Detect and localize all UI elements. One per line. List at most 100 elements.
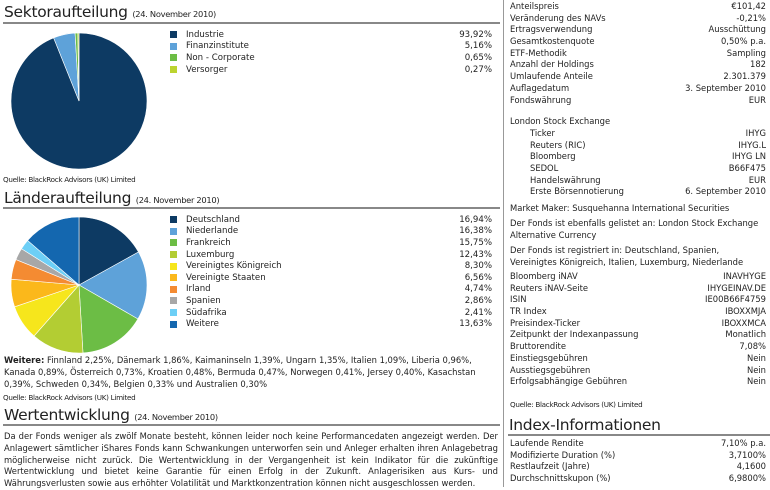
legend-label: Deutschland	[186, 214, 240, 225]
legend-value: 2,86%	[464, 295, 492, 306]
legend-item: Finanzinstitute 5,16%	[170, 41, 492, 53]
detail-label: Umlaufende Anteile	[510, 71, 593, 82]
legend-swatch	[170, 320, 177, 328]
inav-details: Bloomberg iNAV INAVHYGE Reuters iNAV-Seite…	[510, 271, 766, 388]
detail-label: Zeitpunkt der Indexanpassung	[510, 329, 639, 340]
detail-label: TR Index	[510, 306, 547, 317]
detail-label: Ertragsverwendung	[510, 24, 593, 35]
detail-label: Handelswährung	[530, 174, 601, 185]
exchange-name: London Stock Exchange	[510, 116, 611, 126]
legend-item: Vereinigtes Königreich 8,30%	[170, 260, 492, 272]
legend-item: Irland 4,74%	[170, 284, 492, 296]
pie-slice-weitere	[27, 216, 80, 286]
detail-row: Umlaufende Anteile 2.301.379	[510, 71, 766, 83]
source-note: Quelle: BlackRock Advisors (UK) Limited	[3, 393, 136, 402]
detail-value: Nein	[746, 364, 766, 375]
legend-item: Luxemburg 12,43%	[170, 249, 492, 261]
detail-row: Reuters iNAV-Seite IHYGEINAV.DE	[510, 283, 766, 295]
detail-label: ETF-Methodik	[510, 47, 567, 58]
detail-value: INAVHYGE	[723, 271, 766, 281]
detail-label: Bruttorendite	[510, 341, 566, 352]
legend-label: Frankreich	[186, 237, 231, 248]
detail-row: Zeitpunkt der Indexanpassung Monatlich	[510, 329, 766, 341]
detail-label: Gesamtkostenquote	[510, 36, 595, 47]
detail-row: Bloomberg IHYG LN	[510, 151, 766, 163]
detail-value: Sampling	[726, 47, 766, 58]
legend-item: Spanien 2,86%	[170, 295, 492, 307]
detail-label: Fondswährung	[510, 94, 572, 105]
detail-label: Bloomberg	[530, 151, 576, 162]
wert-heading: Wertentwicklung (24. November 2010)	[4, 406, 218, 424]
detail-value: IHYG.L	[738, 139, 766, 150]
legend-label: Industrie	[186, 29, 224, 40]
laender-legend: Deutschland 16,94% Niederlande 16,38% Frankr…	[170, 214, 492, 330]
detail-value: 6,9800%	[728, 473, 766, 484]
detail-value: Monatlich	[725, 329, 766, 340]
legend-value: 15,75%	[459, 237, 492, 248]
detail-value: Nein	[746, 376, 766, 387]
also-listed: Der Fonds ist ebenfalls gelistet an: Lon…	[510, 218, 759, 240]
exchange-details: Ticker IHYG Reuters (RIC) IHYG.L Bloomberg IH…	[510, 128, 766, 198]
legend-value: 4,74%	[464, 284, 492, 295]
source-note: Quelle: BlackRock Advisors (UK) Limited	[3, 175, 136, 184]
detail-label: Preisindex-Ticker	[510, 317, 581, 328]
detail-row: Restlaufzeit (Jahre) 4,1600	[510, 461, 766, 473]
detail-row: Durchschnittskupon (%) 6,9800%	[510, 473, 766, 485]
legend-item: Industrie 93,92%	[170, 29, 492, 41]
legend-label: Non - Corporate	[186, 52, 255, 63]
legend-swatch	[170, 262, 177, 270]
detail-value: 0,50% p.a.	[720, 36, 766, 47]
fund-details: Anteilspreis €101,42 Veränderung des NAVs -…	[510, 1, 766, 106]
detail-label: Reuters (RIC)	[530, 139, 586, 150]
detail-value: -0,21%	[736, 12, 766, 23]
detail-value: Nein	[746, 352, 766, 363]
detail-value: B66F475	[728, 163, 766, 174]
detail-label: Ausstiegsgebühren	[510, 364, 591, 375]
legend-item: Deutschland 16,94%	[170, 214, 492, 226]
sektor-legend: Industrie 93,92% Finanzinstitute 5,16% Non -…	[170, 29, 492, 75]
legend-label: Weitere	[186, 319, 219, 330]
legend-label: Vereinigtes Königreich	[186, 261, 282, 272]
legend-value: 93,92%	[459, 29, 492, 40]
detail-row: Reuters (RIC) IHYG.L	[510, 140, 766, 152]
detail-row: SEDOL B66F475	[510, 163, 766, 175]
detail-label: SEDOL	[530, 163, 559, 174]
divider	[3, 207, 500, 209]
detail-row: ISIN IE00B66F4759	[510, 294, 766, 306]
detail-row: Erste Börsennotierung 6. September 2010	[510, 186, 766, 198]
legend-item: Versorger 0,27%	[170, 64, 492, 76]
detail-value: 3,7100%	[728, 449, 766, 460]
pie-slice-versorger	[77, 32, 80, 102]
legend-swatch	[170, 274, 177, 282]
registered-countries: Der Fonds ist registriert in: Deutschlan…	[510, 245, 744, 267]
market-maker: Market Maker: Susquehanna International …	[510, 203, 730, 213]
detail-row: Modifizierte Duration (%) 3,7100%	[510, 450, 766, 462]
detail-value: IHYG LN	[732, 151, 766, 162]
detail-value: 7,10% p.a.	[720, 438, 766, 448]
legend-swatch	[170, 42, 177, 50]
legend-item: Niederlande 16,38%	[170, 226, 492, 238]
detail-value: IBOXXMCA	[721, 317, 766, 328]
detail-row: Bruttorendite 7,08%	[510, 341, 766, 353]
detail-label: Restlaufzeit (Jahre)	[510, 461, 590, 472]
legend-value: 6,56%	[464, 272, 492, 283]
detail-label: Erste Börsennotierung	[530, 186, 624, 197]
legend-item: Südafrika 2,41%	[170, 307, 492, 319]
legend-value: 16,94%	[459, 214, 492, 225]
legend-item: Non - Corporate 0,65%	[170, 52, 492, 64]
legend-value: 5,16%	[464, 41, 492, 52]
detail-row: Erfolgsabhängige Gebühren Nein	[510, 376, 766, 388]
detail-label: Anteilspreis	[510, 1, 559, 11]
detail-row: Ticker IHYG	[510, 128, 766, 140]
legend-label: Spanien	[186, 295, 221, 306]
column-divider	[503, 0, 504, 487]
legend-swatch	[170, 239, 177, 247]
index-details: Laufende Rendite 7,10% p.a. Modifizierte D…	[510, 438, 766, 485]
detail-row: Ertragsverwendung Ausschüttung	[510, 24, 766, 36]
detail-row: Laufende Rendite 7,10% p.a.	[510, 438, 766, 450]
legend-swatch	[170, 66, 177, 74]
divider	[3, 424, 500, 426]
detail-value: 182	[750, 59, 766, 70]
detail-value: IHYGEINAV.DE	[707, 282, 766, 293]
divider	[508, 434, 770, 436]
